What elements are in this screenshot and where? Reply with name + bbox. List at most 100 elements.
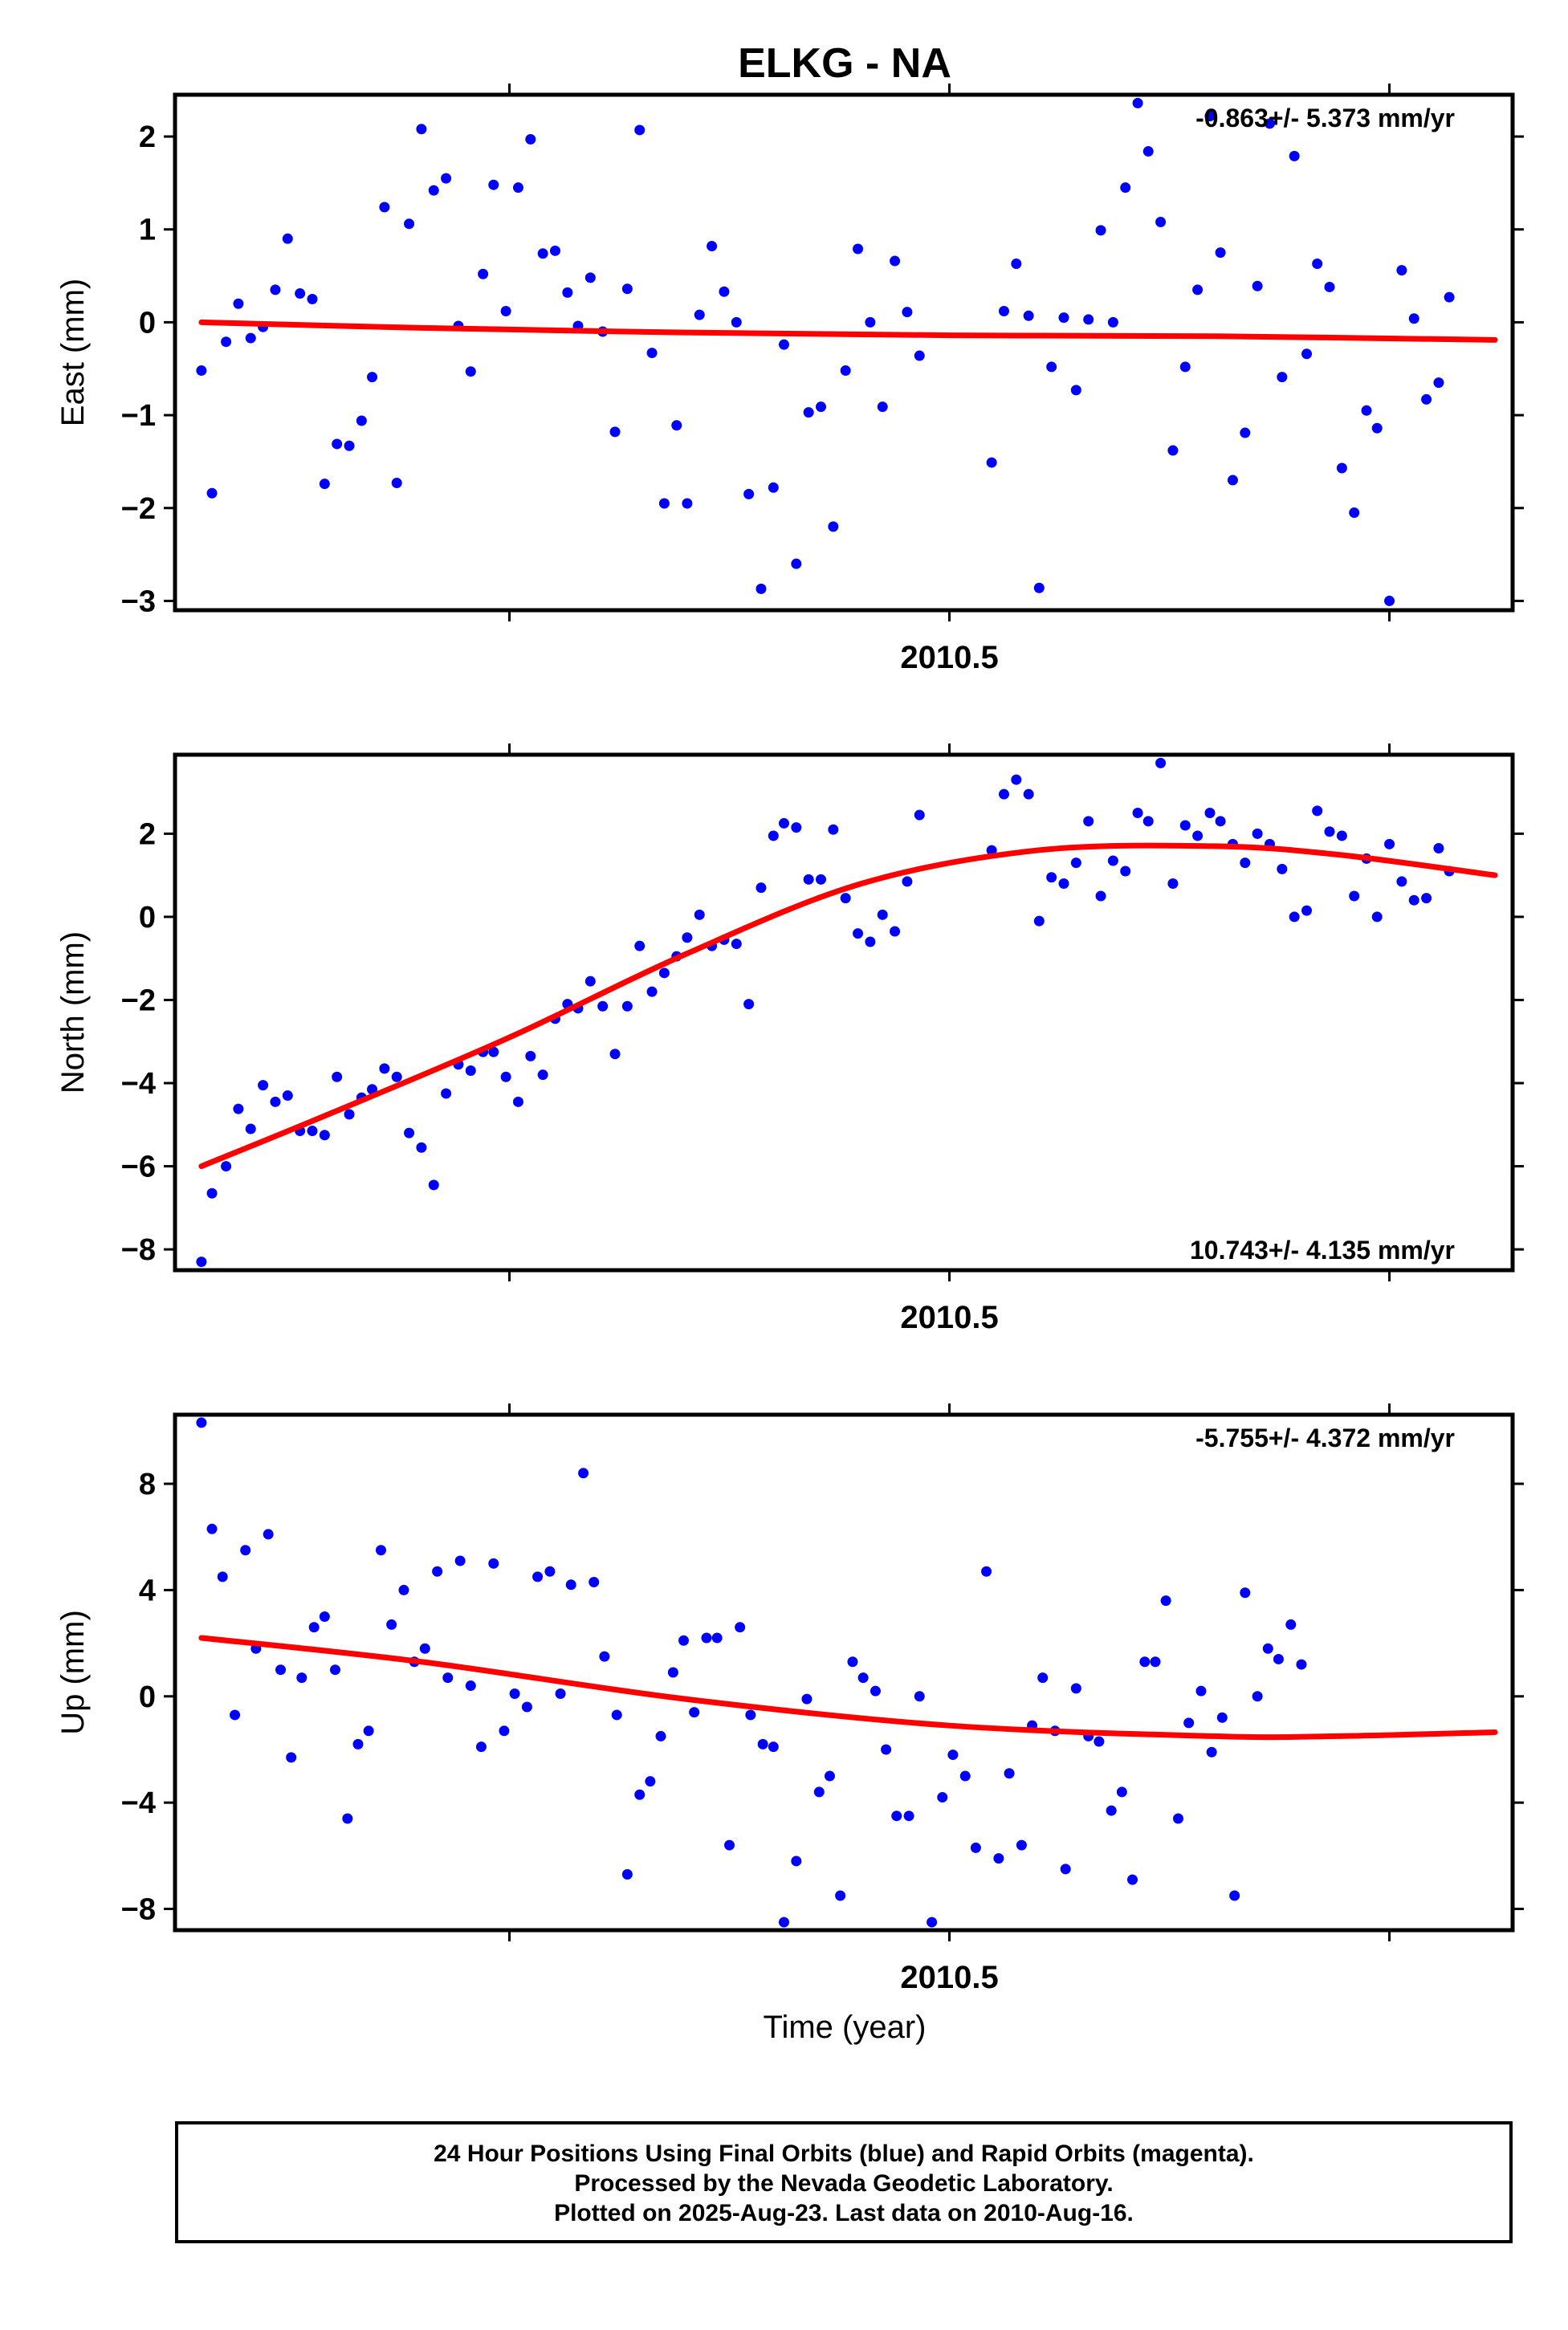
- data-point: [1060, 1864, 1071, 1875]
- data-point: [442, 1672, 454, 1684]
- footer-box: 24 Hour Positions Using Final Orbits (bl…: [175, 2121, 1513, 2243]
- data-point: [488, 179, 499, 190]
- data-point: [270, 1096, 281, 1107]
- data-point: [890, 926, 901, 937]
- data-point: [419, 1643, 430, 1654]
- panels-group: 2 1 0 −1 −2 −3 2010.5 East (mm) -0.863+/- 5.373 …: [55, 84, 1524, 2045]
- data-point: [1106, 1805, 1117, 1816]
- data-point: [1083, 816, 1094, 827]
- data-point: [488, 1558, 499, 1569]
- data-point: [217, 1571, 228, 1583]
- data-point: [801, 1693, 813, 1705]
- data-point: [998, 306, 1009, 317]
- data-point: [1252, 828, 1263, 839]
- data-point: [1384, 838, 1395, 849]
- data-point: [1070, 385, 1081, 396]
- data-point: [1285, 1619, 1297, 1630]
- data-point: [768, 830, 779, 841]
- data-point: [993, 1853, 1004, 1864]
- data-point: [589, 1576, 600, 1587]
- y-tick-label: 2: [139, 120, 156, 154]
- data-point: [634, 1789, 646, 1800]
- data-point: [778, 1917, 789, 1928]
- data-point: [562, 287, 573, 298]
- data-point: [731, 316, 742, 328]
- data-point: [1204, 111, 1216, 122]
- data-point: [1167, 445, 1179, 456]
- data-point: [1240, 857, 1251, 869]
- data-point: [877, 401, 888, 413]
- data-point: [646, 348, 658, 359]
- data-point: [295, 288, 306, 299]
- data-point: [488, 1046, 499, 1057]
- chart-title: ELKG - NA: [738, 40, 951, 87]
- data-point: [1155, 757, 1167, 768]
- data-point: [286, 1752, 297, 1763]
- data-point: [1107, 316, 1118, 328]
- data-point: [678, 1635, 690, 1646]
- data-point: [914, 1691, 925, 1702]
- y-tick-label: 2: [139, 817, 156, 851]
- data-point: [1371, 422, 1383, 434]
- data-point: [902, 876, 913, 887]
- x-tick-label: 2010.5: [900, 1960, 998, 1995]
- data-point: [1384, 595, 1395, 606]
- y-tick-label: −4: [121, 1786, 156, 1820]
- data-point: [275, 1664, 287, 1676]
- data-point: [1273, 1653, 1284, 1664]
- data-point: [813, 1786, 825, 1798]
- data-point: [719, 286, 730, 297]
- data-point: [1324, 281, 1335, 292]
- data-point: [221, 1161, 232, 1172]
- data-point: [428, 185, 439, 196]
- data-point: [1142, 146, 1154, 157]
- data-point: [724, 1839, 735, 1851]
- data-point: [682, 498, 693, 509]
- data-point: [307, 293, 318, 304]
- data-point: [509, 1688, 520, 1699]
- data-point: [525, 134, 536, 145]
- data-point: [655, 1730, 666, 1741]
- data-point: [1011, 259, 1022, 270]
- data-point: [828, 824, 839, 835]
- data-point: [391, 478, 402, 489]
- data-point: [1132, 807, 1143, 818]
- data-point: [1195, 1685, 1207, 1697]
- data-point: [500, 1071, 511, 1082]
- fit-curve: [198, 319, 1498, 343]
- data-point: [537, 248, 548, 259]
- data-point: [791, 822, 802, 833]
- data-point: [512, 1096, 523, 1107]
- y-tick-label: 4: [139, 1574, 156, 1607]
- footer-line-2: Processed by the Nevada Geodetic Laborat…: [574, 2170, 1114, 2197]
- data-point: [379, 1063, 390, 1074]
- data-point: [881, 1744, 892, 1755]
- data-point: [296, 1672, 307, 1684]
- data-point: [1277, 863, 1288, 874]
- data-point: [1011, 774, 1022, 785]
- data-point: [342, 1813, 353, 1824]
- data-point: [1120, 182, 1131, 193]
- data-point: [877, 909, 888, 920]
- y-tick-label: 0: [139, 901, 156, 935]
- data-point: [307, 1126, 318, 1137]
- data-point: [1094, 1736, 1105, 1747]
- data-point: [1336, 462, 1347, 474]
- y-axis-label: Up (mm): [55, 1610, 91, 1735]
- y-tick-label: −3: [121, 585, 156, 618]
- data-point: [1142, 816, 1154, 827]
- data-point: [902, 307, 913, 318]
- data-point: [221, 336, 232, 348]
- data-point: [791, 558, 802, 569]
- data-point: [263, 1529, 274, 1540]
- data-point: [398, 1584, 409, 1595]
- data-point: [245, 332, 256, 344]
- data-point: [1215, 247, 1226, 259]
- data-point: [1095, 225, 1106, 236]
- data-point: [428, 1179, 439, 1191]
- data-point: [1095, 890, 1106, 902]
- data-point: [319, 1130, 330, 1141]
- data-point: [645, 1776, 656, 1787]
- data-point: [745, 1709, 756, 1721]
- data-point: [332, 1071, 343, 1082]
